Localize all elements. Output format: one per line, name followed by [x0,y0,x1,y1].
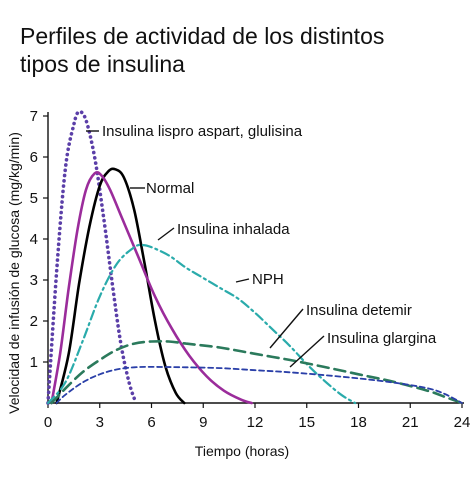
x-tick-label: 3 [96,414,104,431]
series-inhalada-leader [157,227,175,241]
y-tick-label: 2 [30,313,38,330]
series-layer [46,109,464,405]
series-lispro-line [46,109,138,405]
x-tick-label: 15 [298,414,315,431]
y-tick-label: 1 [30,354,38,371]
chart-title-line-1: Perfiles de actividad de los distintos [20,23,385,49]
y-axis-label: Velocidad de infusión de glucosa (mg/kg/… [6,132,22,414]
y-tick-label: 3 [30,272,38,289]
series-detemir-line [50,339,464,405]
x-axis-label: Tiempo (horas) [195,443,289,459]
x-tick-label: 21 [402,414,419,431]
series-inhalada-label: Insulina inhalada [177,221,290,238]
x-tick-label: 18 [350,414,367,431]
x-tick-label: 24 [454,414,471,431]
series-nph-label: NPH [252,271,284,288]
series-nph-line [46,243,357,405]
series-glargina-line [55,366,463,404]
series-glargina-leader [289,335,325,368]
y-tick-label: 5 [30,190,38,207]
series-nph-leader [235,278,250,283]
x-tick-label: 9 [199,414,207,431]
chart-title-line-2: tipos de insulina [20,51,185,77]
annotations: Insulina lispro aspart, glulisina Normal I… [86,123,437,368]
series-lispro-label: Insulina lispro aspart, glulisina [102,123,303,140]
y-tick-label: 4 [30,231,38,248]
y-tick-label: 7 [30,108,38,125]
y-tick-label: 6 [30,149,38,166]
x-tick-label: 0 [44,414,52,431]
series-detemir-label: Insulina detemir [306,302,412,319]
series-normal-label: Normal [146,180,194,197]
series-detemir-leader [269,308,304,349]
series-glargina-label: Insulina glargina [327,330,437,347]
x-tick-label: 12 [247,414,264,431]
series-normal-line [55,167,186,405]
series-inhalada-line [50,170,253,405]
x-tick-label: 6 [147,414,155,431]
chart-title: Perfiles de actividad de los distintos t… [20,22,460,78]
